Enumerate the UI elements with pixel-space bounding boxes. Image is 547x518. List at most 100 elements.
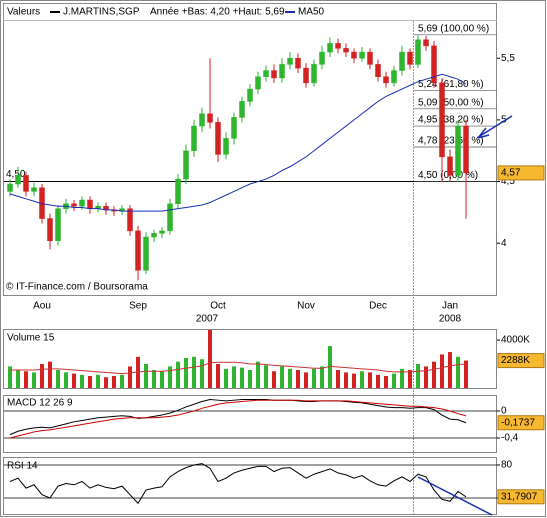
volume-bar <box>432 361 436 388</box>
volume-bar <box>304 372 308 388</box>
candle-body <box>343 48 349 53</box>
fib-label: 5,24 (61,80 %) <box>418 79 484 90</box>
candle-body <box>311 64 317 84</box>
volume-bar <box>8 366 12 388</box>
fib-label: 4,78 (23,60 %) <box>418 136 484 147</box>
year-label: 2008 <box>439 314 462 325</box>
x-tick-label: Oct <box>210 301 226 312</box>
candle-body <box>199 113 205 127</box>
volume-bar <box>352 373 356 388</box>
volume-bar <box>256 361 260 388</box>
volume-bar <box>64 372 68 388</box>
candle-body <box>15 175 21 185</box>
panel-title: Volume 15 <box>7 333 55 344</box>
candle-body <box>327 43 333 53</box>
volume-bar <box>440 354 444 388</box>
candle-body <box>23 175 29 192</box>
candle-body <box>207 113 213 123</box>
volume-bar <box>128 366 132 388</box>
current-value-label: 2288K <box>501 355 530 366</box>
candle-body <box>215 122 221 155</box>
candle-body <box>71 203 77 207</box>
candle-body <box>55 208 61 241</box>
volume-bar <box>280 366 284 388</box>
volume-bar <box>384 376 388 388</box>
candle-body <box>423 39 429 47</box>
trend-line <box>417 476 493 516</box>
y-tick-label: 4 <box>501 238 507 249</box>
volume-bar <box>184 358 188 388</box>
candle-body <box>351 51 357 59</box>
volume-bar <box>328 346 332 388</box>
ma-line <box>9 73 467 212</box>
volume-ma-line <box>10 361 467 375</box>
y-tick-label: 5,5 <box>501 53 515 64</box>
price-frame <box>3 3 497 296</box>
y-tick-label: -0,4 <box>501 433 519 444</box>
current-value-box <box>497 489 545 505</box>
volume-bar <box>288 368 292 388</box>
volume-bar <box>224 368 228 388</box>
volume-bar <box>336 370 340 388</box>
volume-bar <box>104 377 108 388</box>
candle-body <box>359 51 365 59</box>
candle-body <box>271 70 277 79</box>
candle-body <box>295 57 301 69</box>
candle-body <box>399 51 405 71</box>
volume-bar <box>408 370 412 388</box>
annotation-arrow <box>479 115 513 137</box>
candle-body <box>439 82 445 158</box>
y-tick-label: 80 <box>501 460 513 471</box>
indicator-line <box>9 399 467 439</box>
y-tick-label: 4000K <box>501 335 530 346</box>
volume-bar <box>344 372 348 388</box>
candle-body <box>455 125 461 176</box>
panel-title: MACD 12 26 9 <box>7 398 73 409</box>
candle-body <box>223 138 229 155</box>
volume-bar <box>424 366 428 388</box>
candle-body <box>407 51 413 65</box>
x-tick-label: Sep <box>129 301 147 312</box>
candle-body <box>143 236 149 271</box>
volume-bar <box>160 371 164 388</box>
volume-bar <box>376 374 380 388</box>
volume-bar <box>48 361 52 388</box>
candle-body <box>415 39 421 65</box>
candle-body <box>231 117 237 139</box>
chart-title: J.MARTINS,SGP <box>63 7 140 18</box>
indicator-line <box>9 463 467 505</box>
candle-body <box>175 178 181 204</box>
volume-bar <box>144 364 148 388</box>
candle-body <box>87 199 93 209</box>
volume-bar <box>312 368 316 388</box>
candle-body <box>135 230 141 271</box>
candle-body <box>335 43 341 49</box>
candle-body <box>151 233 157 238</box>
rsi-frame <box>3 457 497 515</box>
volume-bar <box>112 376 116 388</box>
current-value-box <box>497 415 545 431</box>
legend-ma: MA50 <box>298 7 325 18</box>
volume-bar <box>56 370 60 388</box>
panel-title: RSI 14 <box>7 461 38 472</box>
volume-bar <box>16 370 20 388</box>
volume-bar <box>400 368 404 388</box>
candle-body <box>127 208 133 232</box>
macd-frame <box>3 395 497 453</box>
candle-body <box>7 183 13 192</box>
candle-body <box>239 101 245 118</box>
fib-label: 5,69 (100,00 %) <box>418 23 489 34</box>
candle-body <box>183 150 189 180</box>
y-tick-label: 0 <box>501 406 507 417</box>
candle-body <box>255 76 261 90</box>
candle-body <box>263 70 269 77</box>
y-tick-label: 4,5 <box>501 176 515 187</box>
volume-bar <box>152 370 156 388</box>
volume-bar <box>208 330 212 388</box>
candle-body <box>447 156 453 176</box>
legend-label: Valeurs <box>7 7 40 18</box>
current-value-box <box>497 165 545 181</box>
volume-bar <box>456 356 460 388</box>
volume-bar <box>192 356 196 388</box>
